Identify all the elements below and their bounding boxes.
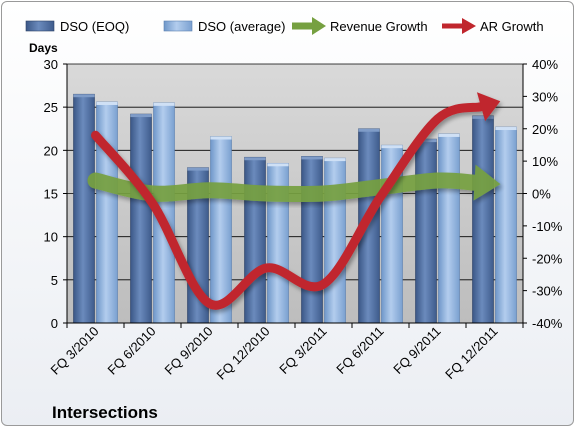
bar	[495, 126, 517, 324]
legend-label: DSO (EOQ)	[60, 19, 129, 34]
y2-tick-label: 30%	[532, 89, 558, 104]
x-tick-label: FQ 3/2011	[276, 324, 329, 377]
y2-tick-label: 0%	[532, 187, 551, 202]
x-tick-label: FQ 9/2010	[162, 324, 216, 378]
y2-tick-label: 10%	[532, 154, 558, 169]
legend-item: DSO (average)	[163, 19, 285, 34]
y2-tick-label: -10%	[532, 219, 563, 234]
bar	[130, 113, 152, 324]
legend-swatch	[25, 20, 55, 32]
x-tick-label: FQ 9/2011	[390, 324, 443, 377]
bar	[438, 133, 460, 324]
chart-title: Intersections	[52, 403, 158, 422]
y-tick-label: 10	[44, 230, 58, 245]
ar-growth-line	[91, 92, 501, 310]
bar	[244, 156, 266, 324]
x-tick-label: FQ 12/2010	[213, 324, 272, 383]
revenue-growth-line	[87, 164, 501, 203]
y-tick-label: 5	[51, 273, 58, 288]
bar	[472, 115, 494, 324]
y2-tick-label: -40%	[532, 316, 563, 331]
legend-label: AR Growth	[480, 19, 544, 34]
legend-swatch	[163, 20, 193, 32]
y-axis-ticks: 0 5 10 15 20 25 30	[44, 57, 67, 331]
y-tick-label: 15	[44, 187, 58, 202]
y2-tick-label: -20%	[532, 251, 563, 266]
bar	[73, 93, 95, 324]
y2-tick-label: -30%	[532, 284, 563, 299]
x-tick-label: FQ 6/2011	[333, 324, 386, 377]
bar	[301, 156, 323, 324]
legend-label: Revenue Growth	[330, 19, 428, 34]
y-tick-label: 30	[44, 57, 58, 72]
y2-tick-label: 40%	[532, 57, 558, 72]
y-tick-label: 25	[44, 100, 58, 115]
x-tick-label: FQ 6/2010	[105, 324, 159, 378]
legend: DSO (EOQ) DSO (average) Revenue Growth AR G…	[25, 17, 544, 35]
y2-tick-label: 20%	[532, 122, 558, 137]
legend-item: Revenue Growth	[292, 17, 428, 35]
bar	[415, 138, 437, 324]
legend-label: DSO (average)	[198, 19, 285, 34]
y-axis-title: Days	[29, 41, 58, 55]
y2-axis-ticks: -40% -30% -20% -10% 0% 10% 20% 30% 40%	[523, 57, 563, 331]
growth-lines	[87, 92, 501, 310]
bar	[324, 157, 346, 324]
x-tick-label: FQ 3/2010	[48, 324, 102, 378]
legend-item: AR Growth	[442, 18, 544, 34]
y-tick-label: 0	[51, 316, 58, 331]
y-tick-label: 20	[44, 143, 58, 158]
x-tick-label: FQ 12/2011	[442, 324, 500, 382]
legend-item: DSO (EOQ)	[25, 19, 129, 34]
